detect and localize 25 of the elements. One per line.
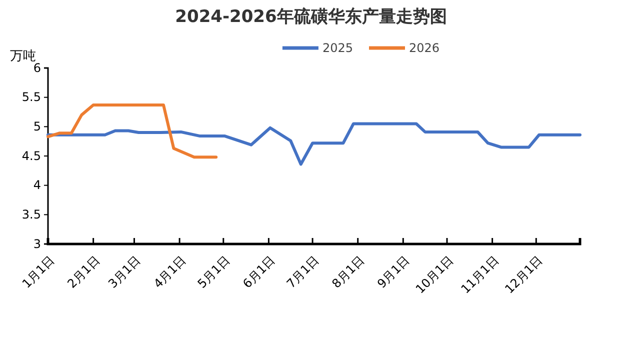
x-tick-label: 6月1日 bbox=[240, 253, 278, 291]
x-tick-label: 12月1日 bbox=[502, 253, 546, 296]
chart-title: 2024-2026年硫磺华东产量走势图 bbox=[175, 7, 447, 27]
x-tick-label: 4月1日 bbox=[150, 253, 189, 291]
y-axis-title: 万吨 bbox=[10, 49, 36, 64]
y-tick-label: 4.5 bbox=[22, 148, 41, 163]
x-tick-label: 7月1日 bbox=[284, 253, 322, 291]
line-series bbox=[46, 103, 218, 159]
x-tick-label: 1月1日 bbox=[19, 253, 58, 291]
y-tick-label: 5.5 bbox=[22, 90, 41, 104]
line-series bbox=[46, 122, 582, 166]
y-tick-label: 4 bbox=[33, 178, 41, 192]
x-tick-label: 11月1日 bbox=[458, 253, 502, 296]
x-tick-label: 3月1日 bbox=[106, 253, 144, 291]
y-tick-label: 5 bbox=[33, 120, 41, 134]
y-tick-label: 6 bbox=[33, 60, 41, 75]
x-tick-label: 8月1日 bbox=[329, 253, 367, 291]
y-tick-label: 3 bbox=[33, 236, 41, 251]
legend-label: 2025 bbox=[322, 41, 353, 56]
x-tick-label: 5月1日 bbox=[194, 253, 232, 291]
x-tick-label: 9月1日 bbox=[374, 253, 412, 291]
y-tick-label: 3.5 bbox=[22, 208, 41, 222]
x-tick-label: 2月1日 bbox=[64, 253, 102, 291]
legend-label: 2026 bbox=[409, 41, 440, 56]
x-tick-label: 10月1日 bbox=[413, 253, 456, 296]
